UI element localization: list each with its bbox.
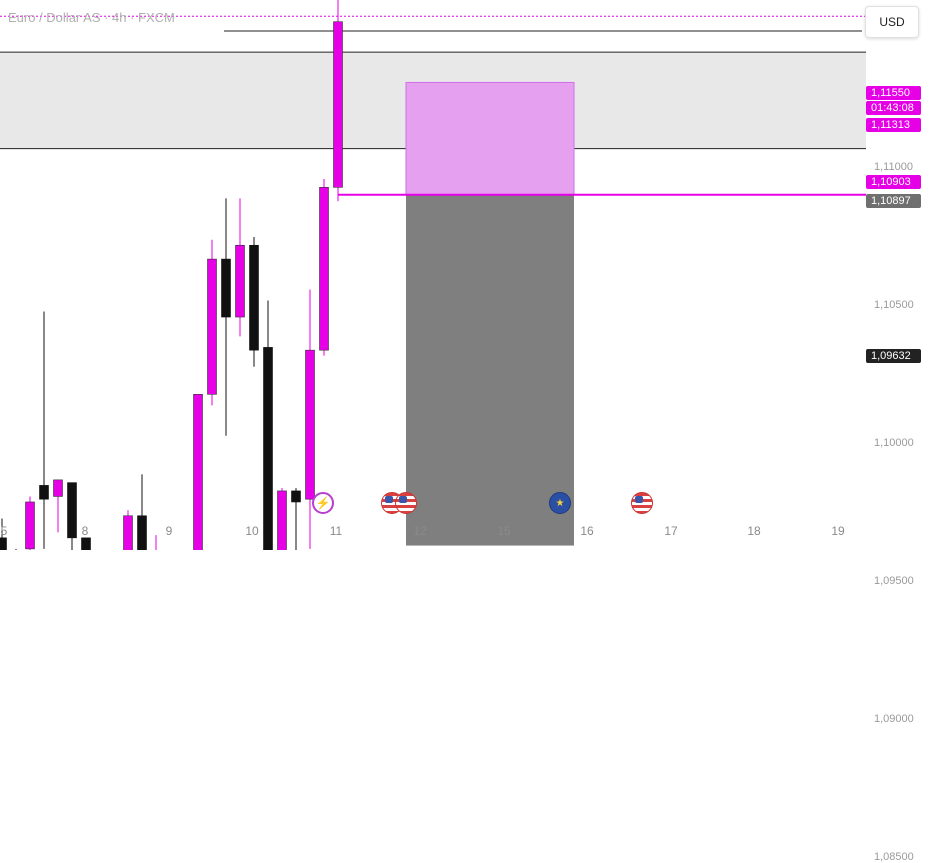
price-label: 1,11313 bbox=[866, 118, 921, 132]
x-tick-label: 10 bbox=[245, 524, 259, 538]
price-label: 01:43:08 bbox=[866, 101, 921, 115]
bolt-icon[interactable]: ⚡ bbox=[312, 492, 334, 514]
position-stop-zone bbox=[406, 194, 574, 546]
y-tick-label: 1,09000 bbox=[874, 713, 914, 725]
x-tick-label: 5 bbox=[0, 524, 8, 538]
candle-body-20 bbox=[277, 490, 287, 550]
us-flag-icon[interactable] bbox=[395, 492, 417, 514]
candle-body-18 bbox=[249, 244, 259, 351]
candle-body-24 bbox=[333, 21, 343, 188]
candle-body-22 bbox=[305, 349, 315, 500]
position-target-zone bbox=[405, 81, 575, 196]
y-tick-label: 1,11000 bbox=[874, 161, 913, 173]
candle-body-2 bbox=[25, 501, 35, 550]
price-label: 1,10897 bbox=[866, 194, 921, 208]
symbol-title: Euro / Dollar AS · 4h · FXCM bbox=[8, 10, 175, 25]
price-label: 1,09632 bbox=[866, 349, 921, 363]
x-tick-label: 12 bbox=[413, 524, 427, 538]
price-label: 1,10903 bbox=[866, 175, 921, 189]
us-flag-icon[interactable] bbox=[631, 492, 653, 514]
candle-body-21 bbox=[291, 490, 301, 503]
candle-body-17 bbox=[235, 244, 245, 318]
candle-body-19 bbox=[263, 347, 273, 550]
y-tick-label: 1,10000 bbox=[874, 437, 914, 449]
y-tick-label: 1,09500 bbox=[874, 575, 914, 587]
candle-body-6 bbox=[81, 537, 91, 550]
x-tick-label: 11 bbox=[329, 524, 343, 538]
candle-body-15 bbox=[207, 258, 217, 395]
eu-flag-icon[interactable]: ★ bbox=[549, 492, 571, 514]
x-tick-label: 8 bbox=[81, 524, 89, 538]
candle-body-5 bbox=[67, 482, 77, 539]
x-tick-label: 19 bbox=[831, 524, 845, 538]
x-tick-label: 17 bbox=[664, 524, 678, 538]
price-label: 1,11550 bbox=[866, 86, 921, 100]
candle-body-0 bbox=[0, 537, 7, 550]
x-tick-label: 9 bbox=[165, 524, 173, 538]
candle-body-9 bbox=[123, 515, 133, 550]
chart-canvas[interactable] bbox=[0, 0, 932, 550]
y-tick-label: 1,10500 bbox=[874, 299, 914, 311]
candle-body-23 bbox=[319, 187, 329, 351]
x-tick-label: 18 bbox=[747, 524, 761, 538]
candle-body-3 bbox=[39, 485, 49, 500]
candle-body-14 bbox=[193, 394, 203, 550]
x-tick-label: 16 bbox=[580, 524, 594, 538]
candle-body-10 bbox=[137, 515, 147, 550]
candle-body-16 bbox=[221, 258, 231, 318]
x-tick-label: 15 bbox=[497, 524, 511, 538]
candle-body-4 bbox=[53, 479, 63, 497]
y-tick-label: 1,08500 bbox=[874, 851, 914, 863]
currency-button[interactable]: USD bbox=[865, 6, 919, 38]
